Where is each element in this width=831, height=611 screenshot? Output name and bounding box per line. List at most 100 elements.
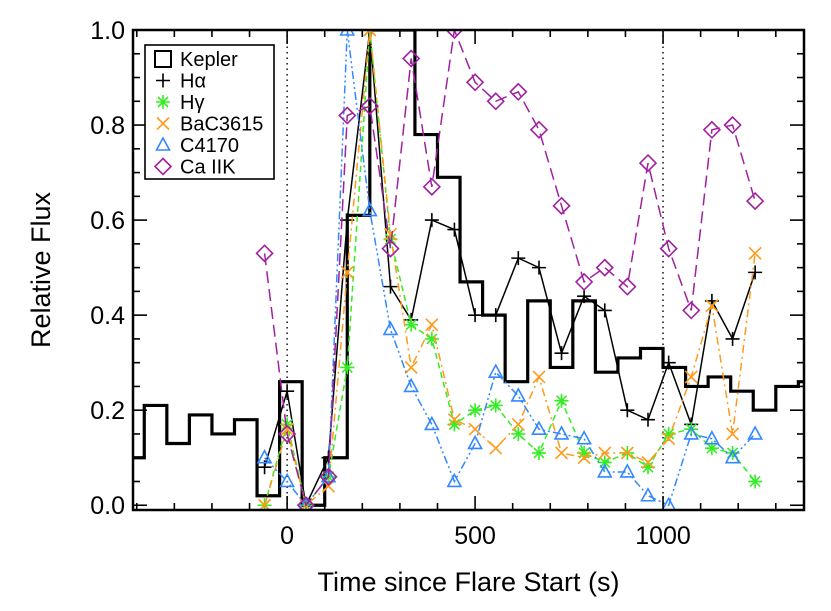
bac3615-marker [404, 360, 418, 374]
ca-iik-marker [319, 467, 338, 486]
ca-iik-marker [422, 177, 441, 196]
series-layer [133, 30, 804, 510]
c4170-marker [619, 463, 636, 478]
c4170-marker [510, 387, 527, 402]
y-tick-label: 0.4 [90, 302, 125, 330]
legend-marker-bac3615 [156, 116, 170, 131]
h-marker [340, 360, 355, 375]
ca-iik-marker [746, 191, 765, 211]
series-kepler [133, 30, 804, 507]
h-marker [488, 398, 503, 413]
ca-iik-marker [529, 120, 549, 139]
c4170-marker [724, 449, 741, 464]
h-marker [748, 474, 763, 489]
c4170-marker [256, 449, 273, 464]
ca-iik-marker [445, 30, 464, 40]
h-marker [661, 426, 676, 441]
bac3615-marker [726, 427, 740, 441]
series-h [257, 30, 763, 510]
c4170-marker [661, 496, 676, 510]
legend-item-h: Hα [156, 71, 206, 93]
bac3615-marker [340, 265, 354, 279]
bac3615-marker [383, 227, 398, 241]
y-tick-label: 1.0 [90, 17, 125, 45]
ca-iik-marker [659, 239, 678, 258]
bac3615-marker [577, 451, 591, 465]
series-bac3615 [258, 30, 762, 510]
h-marker [447, 222, 462, 237]
h-marker [424, 213, 439, 228]
bac3615-marker [620, 446, 634, 460]
ca-iik-marker [574, 272, 594, 292]
plot-frame [131, 28, 806, 512]
h-marker [620, 403, 635, 418]
ca-iik-marker [338, 106, 357, 125]
c4170-marker [747, 425, 763, 440]
legend-label-text: H [180, 92, 194, 114]
ca-iik-marker [618, 277, 637, 296]
ca-iik-marker [723, 115, 742, 135]
ca-iik-marker [381, 239, 400, 258]
h-marker [684, 422, 699, 437]
series-h [257, 30, 763, 510]
c4170-marker [531, 420, 547, 436]
h-marker [447, 417, 462, 432]
h-marker [725, 445, 740, 460]
c4170-marker [403, 377, 420, 393]
legend-item-h: Hγ [156, 92, 204, 114]
bac3615-marker [468, 422, 482, 436]
h-marker [748, 265, 763, 280]
ca-iik-marker [595, 258, 614, 277]
bac3615-line [263, 30, 756, 507]
h-marker [468, 403, 483, 418]
legend-label-text: H [180, 71, 194, 93]
legend-item-ca-iik: Ca IIK [153, 157, 236, 179]
legend-marker-kepler [154, 50, 172, 68]
legend-label-c4170: C4170 [180, 135, 239, 157]
x-tick-label: 500 [454, 522, 496, 550]
legend-label-h: Hα [180, 71, 206, 93]
x-tick-label: 0 [280, 522, 294, 550]
y-tick-label: 0.2 [90, 397, 125, 425]
y-tick-label: 0.0 [90, 492, 125, 520]
h-marker [725, 331, 740, 346]
c4170-marker [487, 363, 504, 378]
bac3615-marker [489, 441, 503, 455]
h-marker [488, 308, 503, 323]
ca-iik-marker [509, 82, 528, 101]
c4170-marker [382, 320, 399, 336]
bac3615-marker [532, 370, 546, 384]
legend-item-bac3615: BaC3615 [156, 114, 263, 136]
legend-label-ca-iik: Ca IIK [180, 157, 236, 179]
ca-iik-marker [255, 244, 274, 263]
c4170-marker [279, 472, 295, 488]
bac3615-marker [363, 30, 377, 37]
y-tick-label: 0.8 [90, 112, 125, 140]
legend-item-c4170: C4170 [155, 135, 239, 157]
bac3615-marker [280, 422, 294, 436]
h-marker [468, 308, 483, 323]
x-axis-title: Time since Flare Start (s) [317, 567, 619, 597]
h-line [263, 30, 756, 508]
legend-marker-h [156, 73, 170, 88]
x-tick-label: 1000 [635, 522, 691, 550]
h-marker [597, 455, 612, 470]
legend-label-kepler: Kepler [180, 49, 238, 71]
legend-label-bac3615: BaC3615 [180, 114, 263, 136]
ca-iik-line [263, 30, 756, 507]
legend-marker-h [156, 95, 170, 109]
bac3615-marker [425, 318, 439, 332]
c4170-marker [424, 415, 440, 431]
h-marker [577, 289, 592, 304]
series-c4170 [256, 30, 763, 510]
h-marker [554, 393, 569, 408]
bac3615-marker [705, 299, 719, 313]
ca-iik-marker [465, 73, 485, 92]
h-marker [280, 417, 295, 432]
legend-label-h: Hγ [180, 92, 204, 114]
bac3615-marker [641, 455, 655, 470]
h-marker [661, 355, 676, 370]
h-marker [531, 260, 546, 275]
h-marker [280, 384, 295, 399]
